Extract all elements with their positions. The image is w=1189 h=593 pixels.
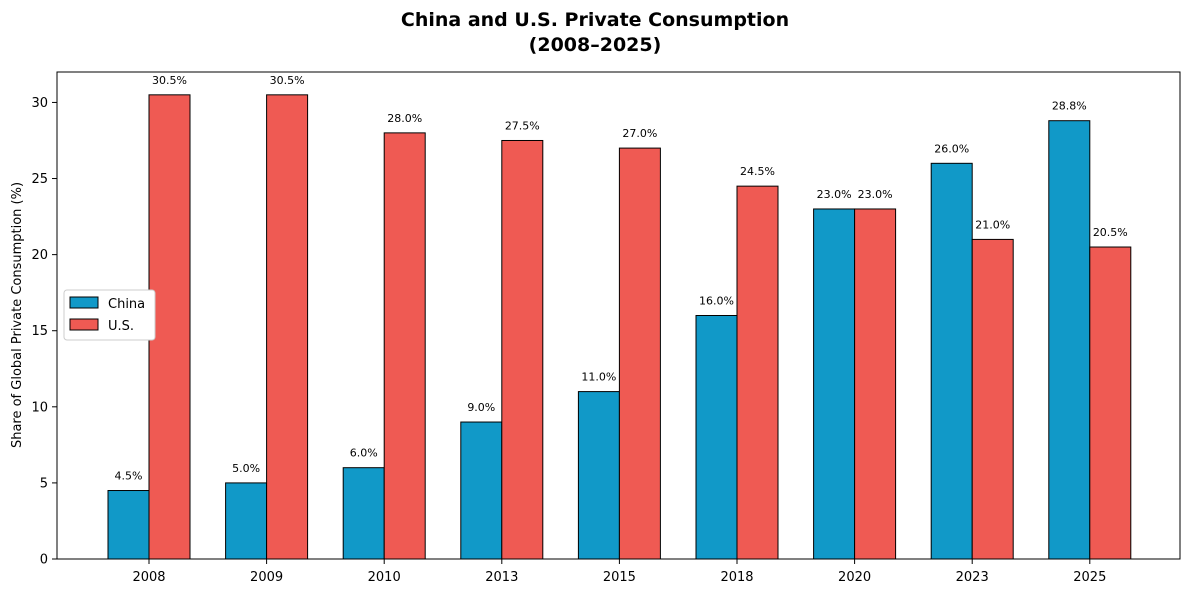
chart-title-line-2: (2008–2025) [529, 34, 662, 56]
y-tick-label: 20 [31, 248, 48, 263]
legend: China U.S. [63, 289, 156, 341]
bar-us [1089, 246, 1132, 560]
x-tick-label: 2020 [838, 570, 871, 585]
y-tick-label: 30 [31, 96, 48, 111]
bar-us [148, 94, 191, 560]
data-label-china: 9.0% [467, 401, 495, 414]
bar-us [501, 139, 544, 560]
plot-frame [56, 71, 1181, 560]
y-axis-label: Share of Global Private Consumption (%) [10, 182, 25, 448]
x-tick-label: 2008 [132, 570, 165, 585]
data-label-china: 6.0% [350, 447, 378, 460]
data-label-us: 30.5% [152, 74, 187, 87]
x-tick-label: 2009 [250, 570, 283, 585]
bar-us [266, 94, 309, 560]
data-label-china: 28.8% [1052, 100, 1087, 113]
legend-label-china: China [108, 297, 145, 312]
data-label-us: 24.5% [740, 165, 775, 178]
data-label-china: 26.0% [934, 142, 969, 155]
bar-china [813, 208, 856, 560]
data-label-us: 23.0% [858, 188, 893, 201]
data-label-china: 4.5% [115, 470, 143, 483]
x-tick-label: 2015 [603, 570, 636, 585]
bar-china [930, 162, 973, 560]
x-tick-label: 2018 [720, 570, 753, 585]
y-tick-label: 10 [31, 400, 48, 415]
legend-swatch-us [69, 318, 99, 331]
bar-us [971, 238, 1014, 560]
data-label-china: 5.0% [232, 462, 260, 475]
x-tick-label: 2013 [485, 570, 518, 585]
bar-us [854, 208, 897, 560]
data-label-us: 28.0% [387, 112, 422, 125]
data-label-china: 16.0% [699, 295, 734, 308]
data-label-us: 20.5% [1093, 226, 1128, 239]
data-labels: 4.5% 5.0% 6.0% 9.0% 11.0% 16.0% 23.0% 26.0% 28.8… [115, 74, 1128, 483]
y-tick-label: 15 [31, 324, 48, 339]
data-label-china: 23.0% [817, 188, 852, 201]
bar-us [618, 147, 661, 560]
bar-china [342, 467, 385, 560]
x-tick-label: 2025 [1073, 570, 1106, 585]
data-label-us: 27.0% [622, 127, 657, 140]
chart-title-line-1: China and U.S. Private Consumption [401, 9, 789, 31]
bar-china [107, 490, 150, 560]
y-tick-label: 25 [31, 172, 48, 187]
x-tick-label: 2023 [956, 570, 989, 585]
bar-china [577, 391, 620, 560]
data-label-us: 27.5% [505, 119, 540, 132]
data-label-china: 11.0% [581, 371, 616, 384]
y-tick-label: 5 [40, 476, 48, 491]
bar-china [695, 315, 738, 560]
bar-china [1048, 120, 1091, 560]
data-label-us: 30.5% [270, 74, 305, 87]
y-tick-label: 0 [40, 553, 48, 568]
bars [107, 94, 1132, 560]
legend-swatch-china [69, 296, 99, 309]
bar-us [736, 185, 779, 560]
bar-us [383, 132, 426, 560]
bar-china [225, 482, 268, 560]
bar-china [460, 421, 503, 560]
legend-label-us: U.S. [108, 319, 134, 334]
data-label-us: 21.0% [975, 218, 1010, 231]
x-tick-label: 2010 [368, 570, 401, 585]
